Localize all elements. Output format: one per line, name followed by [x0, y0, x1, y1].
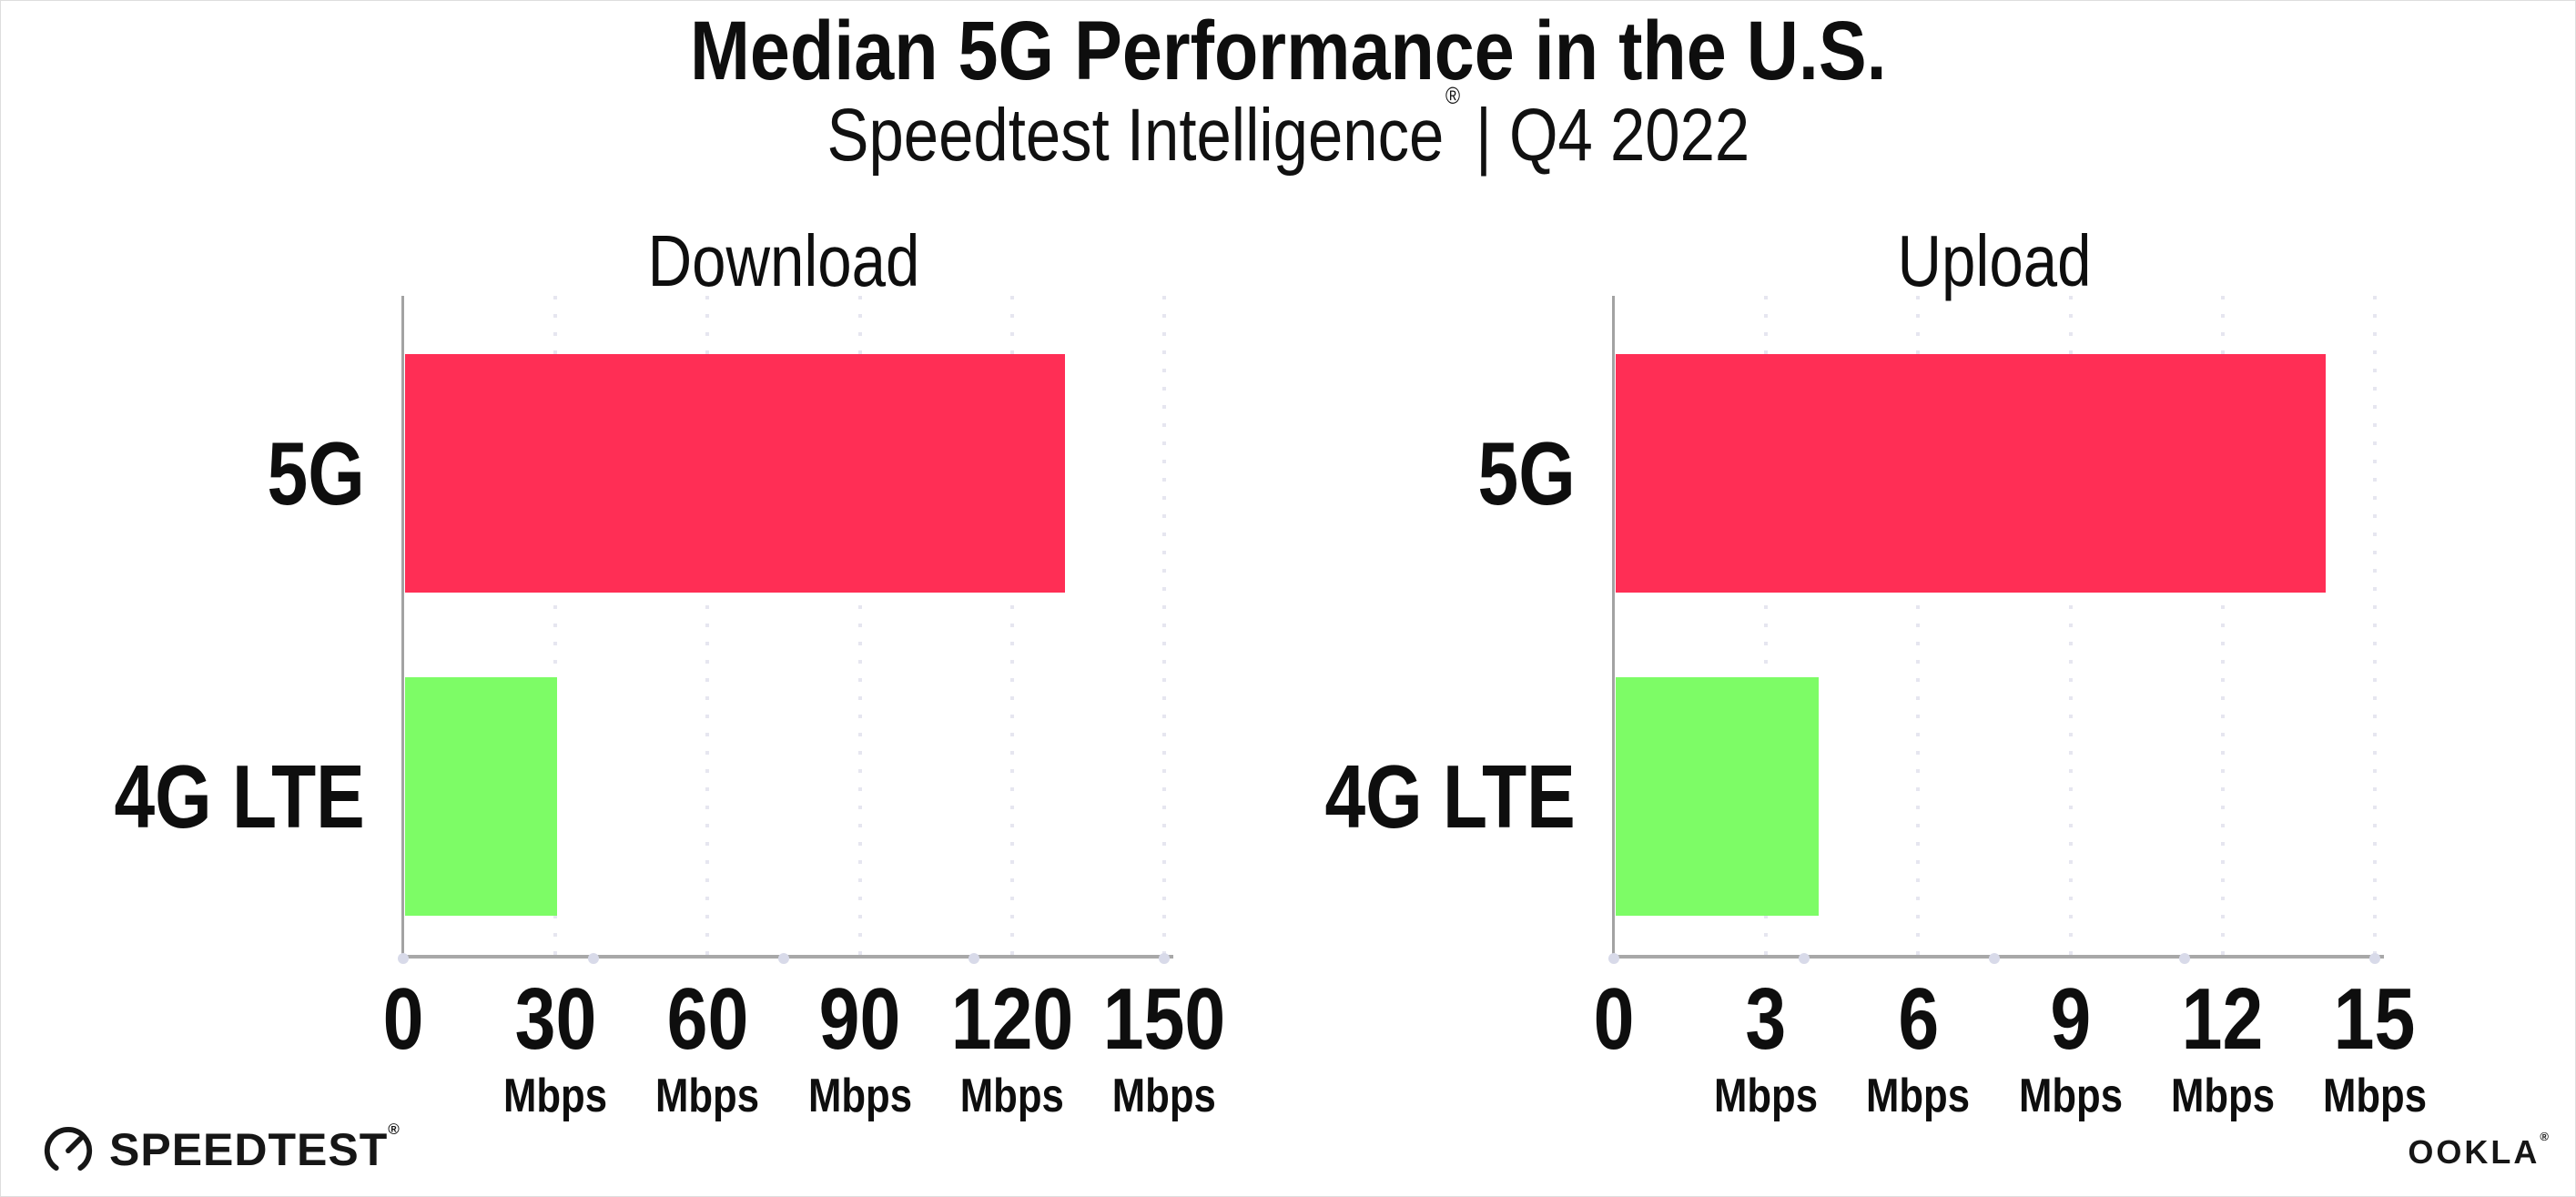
category-label: 4G LTE	[114, 746, 365, 847]
x-tick-value: 60	[666, 970, 749, 1068]
axis-tick-dot	[778, 953, 789, 964]
gridline	[857, 296, 862, 956]
x-tick: 150 Mbps	[1091, 970, 1237, 1122]
speedtest-logo: SPEEDTEST®	[42, 1121, 401, 1176]
x-tick-unit: Mbps	[807, 1070, 912, 1122]
axis-tick-dot	[588, 953, 599, 964]
gridline	[1764, 296, 1769, 956]
bar	[1616, 677, 1819, 916]
subtitle-brand: Speedtest Intelligence	[827, 94, 1444, 177]
x-tick-value: 15	[2334, 970, 2416, 1068]
upload-chart: Upload 0 3 Mbps 6 Mbps 9 Mbps 12 Mbps 15 Mbps 5G 4G …	[1325, 225, 2427, 1121]
x-tick-unit: Mbps	[655, 1070, 760, 1122]
figure-subtitle: Speedtest Intelligence® | Q4 2022	[0, 84, 2576, 177]
bar	[1616, 354, 2327, 593]
speedtest-gauge-icon	[44, 1127, 93, 1172]
x-tick-unit: Mbps	[959, 1070, 1064, 1122]
category-label: 5G	[1477, 423, 1576, 523]
x-tick-unit: Mbps	[2322, 1070, 2428, 1122]
figure-title: Median 5G Performance in the U.S.	[0, 7, 2576, 96]
bar	[405, 677, 558, 916]
x-tick: 3 Mbps	[1704, 970, 1828, 1122]
x-tick: 60 Mbps	[646, 970, 770, 1122]
x-tick-unit: Mbps	[2018, 1070, 2123, 1122]
x-tick: 90 Mbps	[798, 970, 922, 1122]
x-tick: 0	[1589, 976, 1638, 1063]
figure-title-text: Median 5G Performance in the U.S.	[689, 5, 1887, 97]
x-tick: 12 Mbps	[2161, 970, 2285, 1122]
axis-tick-dot	[1989, 953, 2000, 964]
gridline	[1162, 296, 1166, 956]
x-tick-value: 3	[1745, 970, 1787, 1068]
speedtest-trademark-icon: ®	[388, 1121, 401, 1139]
axis-tick-dot	[1799, 953, 1810, 964]
download-chart: Download 0 30 Mbps 60 Mbps 90 Mbps 120 Mbps 150 Mb…	[115, 225, 1226, 1121]
axis-tick-dot	[1608, 953, 1619, 964]
gridline	[2373, 296, 2377, 956]
category-label: 4G LTE	[1324, 746, 1576, 847]
x-tick-value: 30	[514, 970, 597, 1068]
axis-tick-dot	[2369, 953, 2380, 964]
ookla-logo-text: OOKLA	[2408, 1133, 2541, 1171]
x-tick-unit: Mbps	[503, 1070, 608, 1122]
x-tick: 30 Mbps	[493, 970, 617, 1122]
bar	[405, 354, 1065, 593]
speedtest-logo-text: SPEEDTEST®	[109, 1121, 401, 1175]
axis-tick-dot	[969, 953, 979, 964]
x-tick: 15 Mbps	[2313, 970, 2437, 1122]
x-tick-value: 90	[818, 970, 901, 1068]
download-chart-title: Download	[647, 220, 920, 301]
x-tick: 9 Mbps	[2009, 970, 2133, 1122]
x-tick-value: 0	[1593, 970, 1635, 1068]
x-tick-value: 12	[2181, 970, 2264, 1068]
x-tick-value: 6	[1897, 970, 1939, 1068]
x-tick-value: 0	[382, 970, 424, 1068]
gridline	[2220, 296, 2225, 956]
x-tick-value: 9	[2050, 970, 2092, 1068]
axis-tick-dot	[1159, 953, 1170, 964]
x-tick-unit: Mbps	[1111, 1070, 1217, 1122]
gridline	[705, 296, 710, 956]
x-tick-unit: Mbps	[1866, 1070, 1971, 1122]
upload-chart-title: Upload	[1897, 220, 2092, 301]
ookla-trademark-icon: ®	[2540, 1130, 2549, 1143]
x-tick-unit: Mbps	[2170, 1070, 2275, 1122]
gridline	[553, 296, 558, 956]
download-y-axis-line	[401, 296, 404, 957]
subtitle-quarter: | Q4 2022	[1475, 94, 1749, 177]
x-tick: 120 Mbps	[939, 970, 1085, 1122]
axis-tick-dot	[2179, 953, 2190, 964]
x-tick: 6 Mbps	[1857, 970, 1981, 1122]
axis-tick-dot	[398, 953, 409, 964]
x-tick: 0	[379, 976, 427, 1063]
registered-mark-icon: ®	[1445, 81, 1460, 109]
gridline	[1009, 296, 1014, 956]
upload-y-axis-line	[1612, 296, 1615, 957]
x-tick-unit: Mbps	[1714, 1070, 1819, 1122]
x-tick-value: 120	[950, 970, 1074, 1068]
gridline	[1916, 296, 1921, 956]
ookla-logo: OOKLA®	[2408, 1131, 2549, 1171]
x-tick-value: 150	[1102, 970, 1226, 1068]
category-label: 5G	[267, 423, 365, 523]
gridline	[2068, 296, 2073, 956]
